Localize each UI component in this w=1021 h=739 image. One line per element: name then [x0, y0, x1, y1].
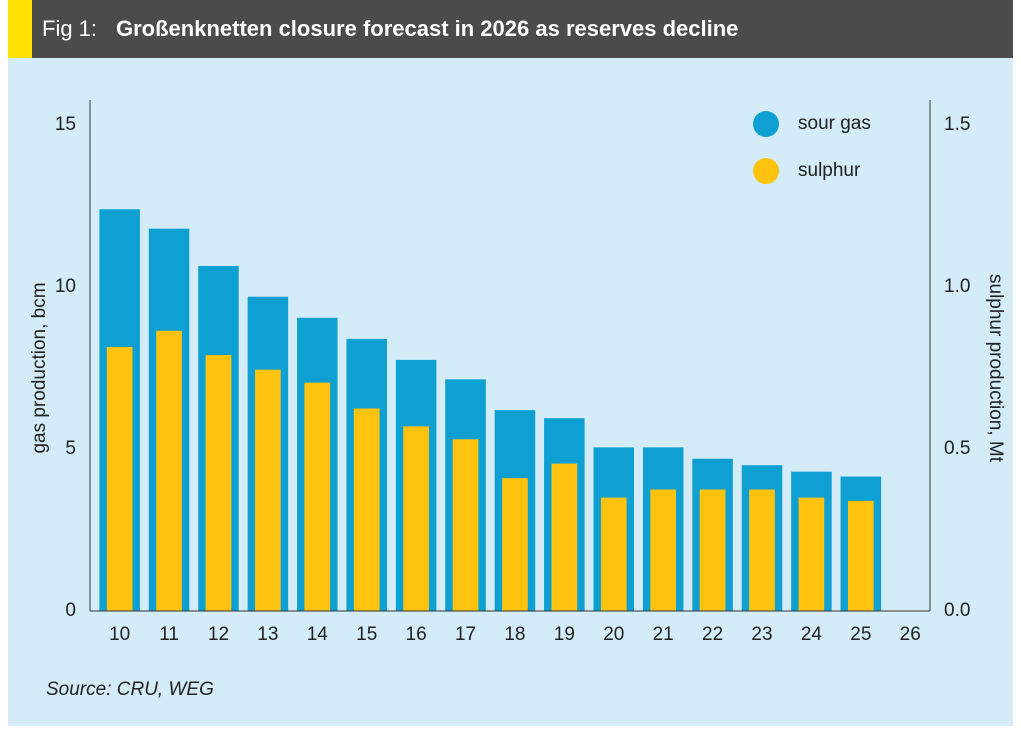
- legend-label: sour gas: [798, 113, 871, 134]
- bar: [205, 355, 232, 611]
- x-tick-label: 25: [850, 624, 871, 645]
- x-tick-label: 13: [257, 624, 278, 645]
- bar: [452, 439, 479, 611]
- x-tick-label: 23: [751, 624, 772, 645]
- bar: [353, 408, 380, 611]
- x-tick-label: 19: [554, 624, 575, 645]
- chart-title: Großenknetten closure forecast in 2026 a…: [116, 16, 738, 41]
- x-tick-label: 24: [801, 624, 823, 645]
- bar: [699, 489, 726, 611]
- x-tick-label: 16: [406, 624, 427, 645]
- bar: [156, 330, 182, 611]
- y-tick-label: 10: [55, 276, 76, 297]
- bar: [847, 500, 874, 611]
- x-tick-label: 11: [159, 624, 179, 645]
- bar: [600, 497, 627, 611]
- y2-tick-label: 1.5: [944, 114, 970, 135]
- bar: [798, 497, 825, 611]
- bar: [749, 489, 775, 611]
- bar: [304, 382, 331, 611]
- x-tick-label: 15: [356, 624, 377, 645]
- bar: [106, 346, 133, 611]
- x-tick-label: 10: [109, 624, 130, 645]
- x-tick-label: 17: [455, 624, 476, 645]
- x-tick-label: 21: [653, 624, 674, 645]
- y2-axis-label: sulphur production, Mt: [985, 274, 1006, 463]
- y-tick-label: 15: [55, 114, 76, 135]
- y-axis-label: gas production, bcm: [29, 282, 50, 453]
- header-accent: [8, 0, 32, 58]
- legend-swatch: [753, 158, 779, 184]
- x-tick-label: 12: [208, 624, 229, 645]
- bar: [403, 426, 429, 611]
- y-tick-label: 0: [65, 600, 76, 621]
- x-tick-label: 18: [504, 624, 525, 645]
- x-tick-label: 20: [603, 624, 624, 645]
- source: Source: CRU, WEG: [46, 679, 214, 700]
- y-tick-label: 5: [65, 438, 76, 459]
- x-tick-label: 14: [307, 624, 329, 645]
- y2-tick-label: 1.0: [944, 276, 970, 297]
- fig-label: Fig 1:: [42, 16, 97, 41]
- bar: [650, 489, 677, 611]
- y2-tick-label: 0.5: [944, 438, 970, 459]
- bar: [502, 478, 528, 611]
- header: [8, 0, 1013, 58]
- legend-label: sulphur: [798, 160, 861, 181]
- x-tick-label: 26: [900, 624, 921, 645]
- x-tick-label: 22: [702, 624, 723, 645]
- y2-tick-label: 0.0: [944, 600, 970, 621]
- legend-swatch: [753, 111, 779, 137]
- bar: [551, 463, 578, 611]
- bar: [255, 369, 281, 611]
